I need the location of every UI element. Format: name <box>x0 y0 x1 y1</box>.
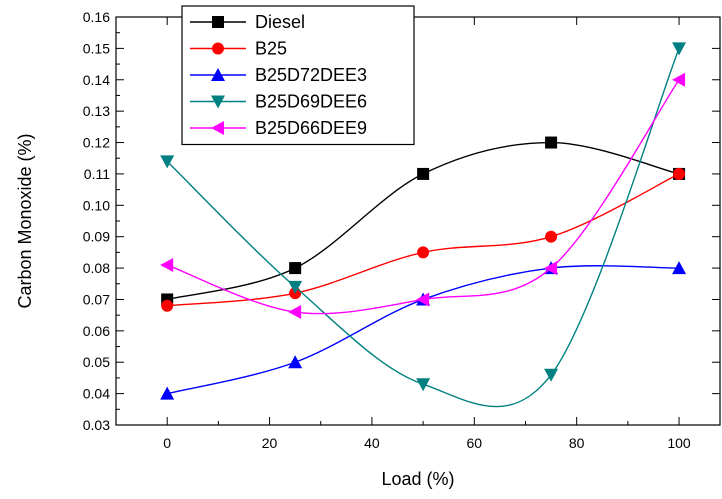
legend-item: B25D66DEE9 <box>190 118 367 138</box>
series-line <box>166 79 680 315</box>
y-tick-label: 0.03 <box>83 417 110 433</box>
legend-marker <box>211 68 225 81</box>
data-point <box>161 299 174 312</box>
data-point <box>160 155 175 169</box>
x-axis: 0 20 40 60 80 100 <box>163 17 691 451</box>
y-tick-label: 0.13 <box>83 103 110 119</box>
data-point <box>288 305 302 320</box>
series-4 <box>160 72 686 320</box>
legend-marker <box>212 42 224 55</box>
y-tick-label: 0.06 <box>83 323 110 339</box>
y-tick-label: 0.12 <box>83 135 110 151</box>
data-point <box>160 386 175 400</box>
data-point <box>288 280 303 294</box>
y-tick-label: 0.14 <box>83 72 110 88</box>
legend-label: B25D66DEE9 <box>255 118 367 138</box>
y-tick-label: 0.16 <box>83 9 110 25</box>
data-point <box>544 261 558 276</box>
legend-label: B25 <box>255 39 287 59</box>
data-point <box>416 292 430 307</box>
y-tick-label: 0.15 <box>83 40 110 56</box>
x-tick-label: 60 <box>467 435 483 451</box>
legend-marker <box>212 16 224 28</box>
legend-item: B25D72DEE3 <box>190 65 367 85</box>
data-point <box>672 42 687 56</box>
data-point <box>416 378 431 392</box>
legend-item: B25 <box>190 39 287 59</box>
data-point <box>544 368 559 382</box>
x-tick-label: 20 <box>262 435 278 451</box>
y-axis-title: Carbon Monoxide (%) <box>15 133 35 308</box>
data-point <box>672 72 686 87</box>
data-point <box>545 136 558 149</box>
legend-label: B25D69DEE6 <box>255 92 367 112</box>
x-axis-title: Load (%) <box>381 469 454 489</box>
y-tick-label: 0.08 <box>83 260 110 276</box>
series-line <box>166 48 680 408</box>
data-point <box>288 355 303 369</box>
y-tick-label: 0.10 <box>83 197 110 213</box>
y-tick-label: 0.07 <box>83 291 110 307</box>
series-1 <box>161 167 686 312</box>
data-point <box>289 262 302 275</box>
data-point <box>545 230 558 243</box>
y-tick-label: 0.04 <box>83 386 110 402</box>
legend-item: Diesel <box>190 12 305 32</box>
x-tick-label: 0 <box>163 435 171 451</box>
x-tick-label: 40 <box>364 435 380 451</box>
data-point <box>417 246 430 259</box>
series-0 <box>161 136 686 306</box>
legend-label: Diesel <box>255 12 305 32</box>
legend-marker <box>211 121 224 135</box>
data-point <box>160 257 174 272</box>
data-point <box>417 167 430 180</box>
legend-label: B25D72DEE3 <box>255 65 367 85</box>
x-tick-label: 80 <box>569 435 585 451</box>
legend-marker <box>211 95 225 109</box>
data-point <box>672 261 687 275</box>
data-point <box>673 167 686 180</box>
x-tick-label: 100 <box>667 435 691 451</box>
y-tick-label: 0.11 <box>84 166 110 182</box>
y-axis: 0.03 0.04 0.05 0.06 0.07 0.08 0.09 0.10 0.11 0.12… <box>83 9 720 433</box>
y-tick-label: 0.09 <box>83 229 110 245</box>
series-3 <box>160 42 687 408</box>
series-line <box>167 141 680 301</box>
y-tick-label: 0.05 <box>83 354 110 370</box>
legend-item: B25D69DEE6 <box>190 92 367 112</box>
legend: Diesel B25 B25D72DEE3 B25D69DEE6 B25D66DEE9 <box>181 5 415 146</box>
series-layer <box>160 42 687 408</box>
